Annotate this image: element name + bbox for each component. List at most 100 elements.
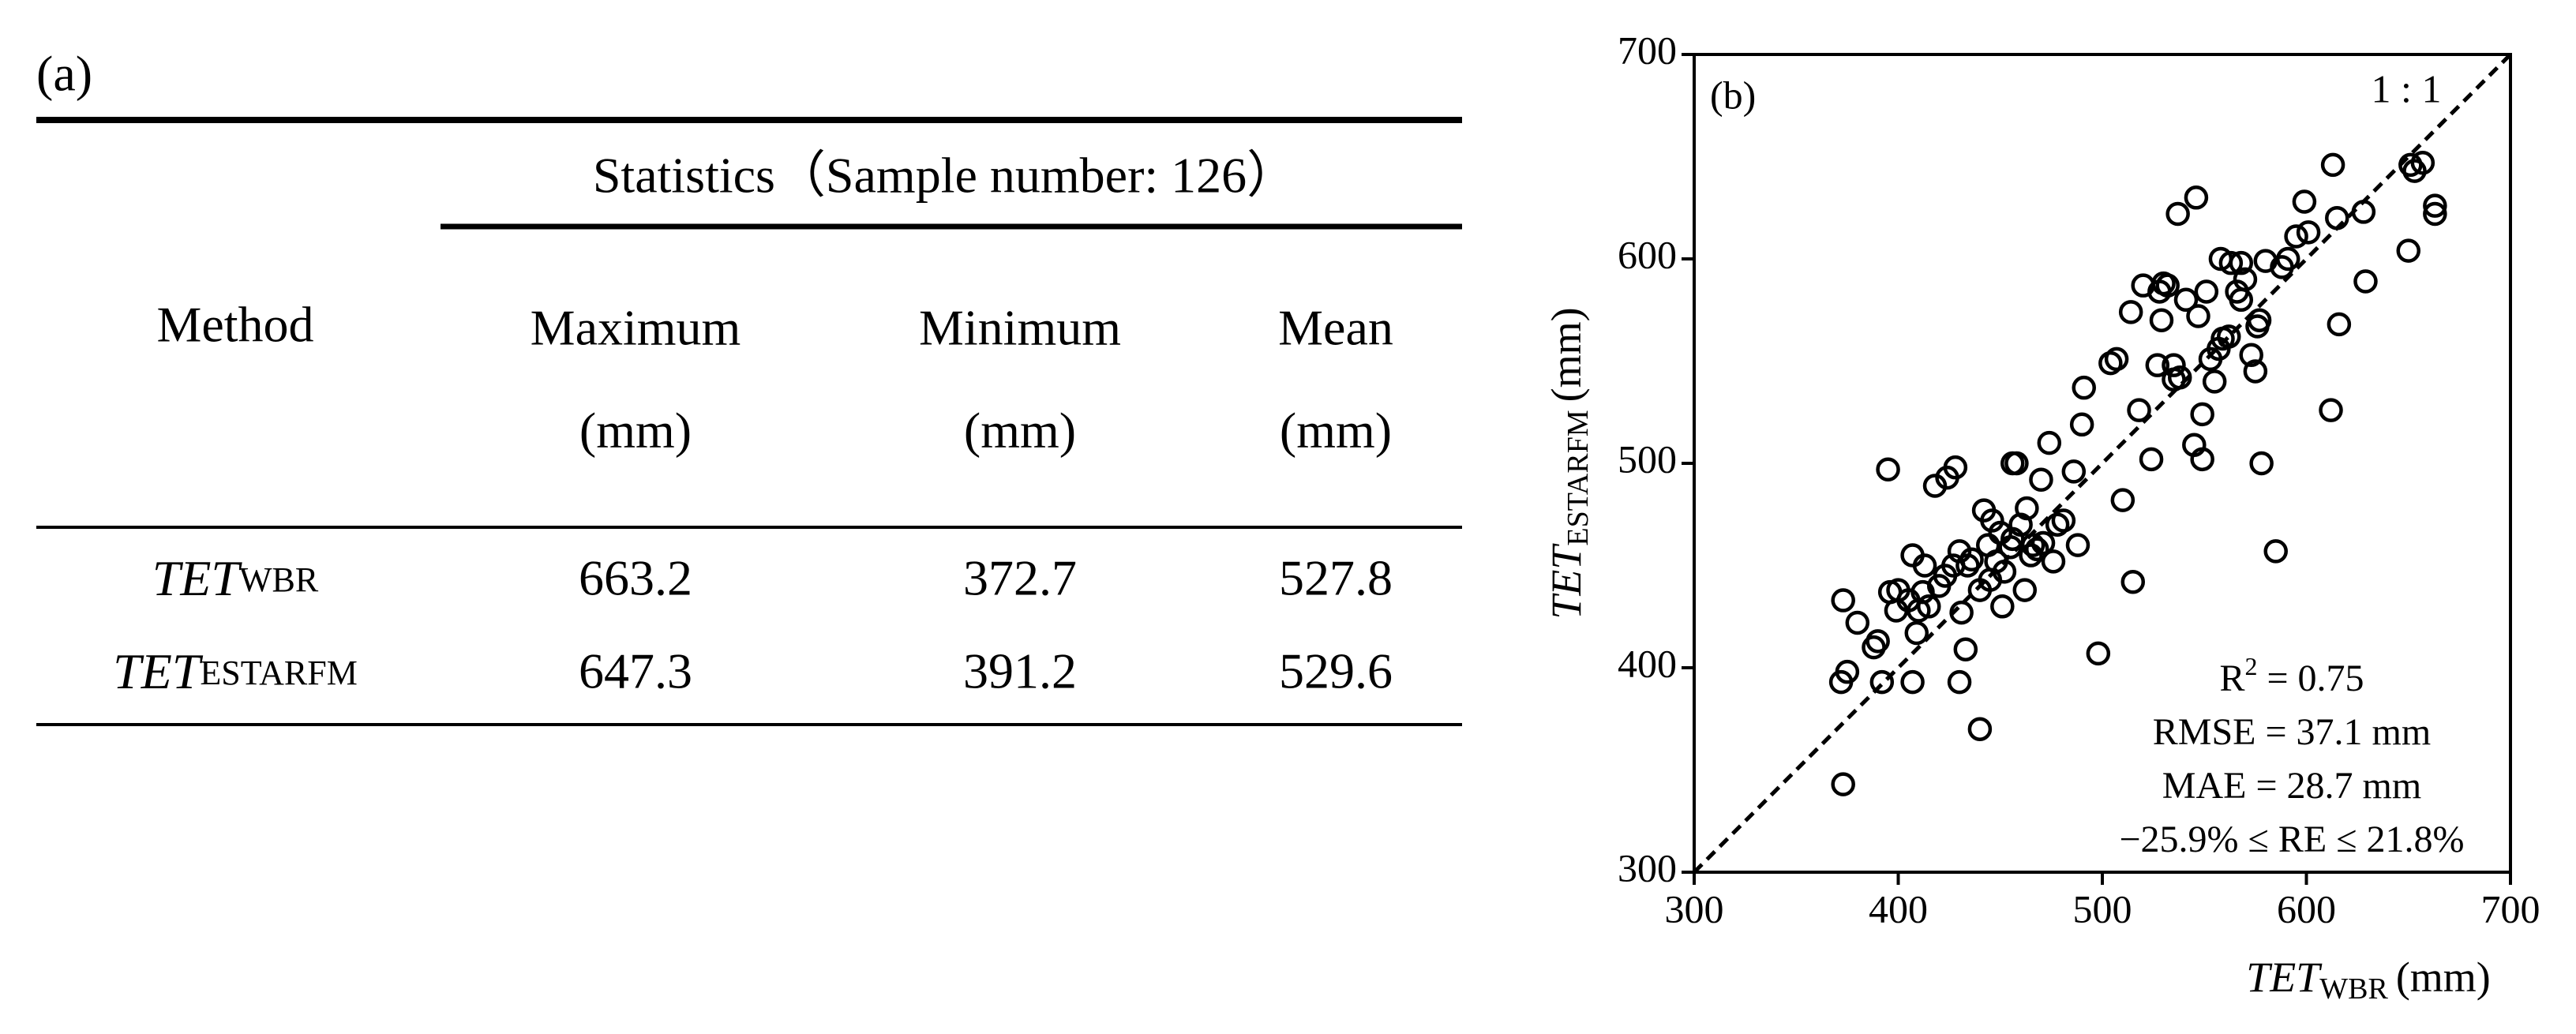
label-part: ESTARFM [200, 654, 357, 692]
scatter-point [2396, 238, 2420, 263]
x-tick-label: 700 [2481, 886, 2540, 931]
scatter-point [2423, 193, 2447, 218]
scatter-point [2327, 312, 2352, 337]
scatter-point [2184, 185, 2209, 210]
scatter-point [2069, 412, 2094, 437]
scatter-point [2025, 537, 2049, 562]
scatter-point [1900, 669, 1925, 695]
panel-label: (b) [1710, 73, 1756, 117]
scatter-point [2061, 459, 2087, 484]
annotation: R2 = 0.75 [2219, 652, 2364, 699]
scatter-point [1835, 659, 1860, 684]
scatter-point [2030, 530, 2056, 556]
scatter-point [2019, 543, 2043, 568]
scatter-point [2351, 200, 2376, 224]
scatter-point [2249, 451, 2274, 476]
table-panel: (a) Statistics（Sample number: 126） Metho… [36, 46, 1462, 726]
annotation-part: 2 [2244, 652, 2257, 680]
group-header: Statistics（Sample number: 126） [593, 148, 1297, 204]
scatter-point [2020, 533, 2045, 557]
y-tick-label: 400 [1618, 641, 1677, 685]
scatter-point [2065, 533, 2090, 557]
scatter-point [2029, 467, 2053, 492]
scatter-point [2155, 273, 2180, 298]
scatter-point [1959, 547, 1984, 571]
scatter-point [2012, 578, 2038, 602]
scatter-point [2118, 300, 2143, 324]
scatter-point [1980, 508, 2004, 533]
y-tick-label: 500 [1618, 436, 1677, 481]
scatter-point [2247, 308, 2272, 332]
scatter-point [2167, 365, 2192, 390]
scatter-point [2190, 402, 2214, 427]
annotation-part: MAE = 28.7 mm [2162, 765, 2421, 807]
column-header: Method [156, 297, 313, 353]
scatter-point [2402, 159, 2427, 183]
annotation-part: RMSE = 37.1 mm [2153, 711, 2431, 753]
scatter-point [1967, 717, 1993, 741]
scatter-point [1922, 474, 1948, 498]
scatter-point [1904, 620, 1929, 646]
scatter-point [2243, 359, 2268, 384]
scatter-point [2037, 430, 2062, 455]
scatter-point [2190, 447, 2214, 472]
scatter-point [2165, 201, 2190, 227]
scatter-point [2015, 496, 2039, 521]
table-cell: 391.2 [963, 643, 1077, 699]
scatter-point [2410, 151, 2435, 175]
x-axis-label: TETWBR (mm) [2246, 953, 2491, 1005]
y-tick-label: 300 [1618, 845, 1677, 890]
scatter-point [2284, 224, 2308, 249]
column-header: Minimum [919, 300, 1121, 356]
table-cell: 529.6 [1279, 643, 1393, 699]
scatter-point [2162, 353, 2186, 377]
table-cell: 527.8 [1279, 550, 1393, 606]
scatter-point [1831, 772, 1855, 796]
label-part: (mm) [1543, 307, 1590, 402]
scatter-point [2051, 508, 2076, 533]
label-part: TET [113, 643, 204, 699]
scatter-point [2423, 201, 2447, 227]
scatter-point [2186, 304, 2210, 328]
scatter-point [2149, 308, 2174, 332]
scatter-point [2041, 549, 2066, 574]
scatter-point [2173, 287, 2199, 313]
column-header: Mean [1278, 300, 1393, 356]
label-part: ESTARFM [1562, 410, 1595, 545]
x-tick-label: 300 [1665, 886, 1724, 931]
annotation: RMSE = 37.1 mm [2153, 711, 2431, 753]
scatter-point [1831, 588, 1855, 613]
scatter-point [1992, 560, 2017, 584]
scatter-point [2104, 347, 2129, 372]
column-header: (mm) [579, 403, 692, 459]
scatter-point [2145, 353, 2170, 377]
scatter-point [2139, 447, 2164, 472]
scatter-point [2239, 343, 2263, 367]
x-tick-label: 600 [2277, 886, 2336, 931]
label-part: (mm) [2396, 953, 2491, 1001]
annotation: −25.9% ≤ RE ≤ 21.8% [2119, 819, 2464, 860]
scatter-point [2004, 451, 2029, 476]
row-label: TETESTARFM [113, 643, 358, 699]
y-tick-label: 700 [1618, 28, 1677, 72]
scatter-point [1912, 553, 1937, 578]
annotation-part: = 0.75 [2257, 657, 2364, 699]
scatter-point [2110, 488, 2135, 512]
scatter-point [1943, 455, 1968, 480]
scatter-point [2086, 641, 2111, 666]
scatter-point [2353, 269, 2378, 294]
scatter-point [1876, 457, 1900, 482]
annotation-part: −25.9% ≤ RE ≤ 21.8% [2119, 819, 2464, 860]
scatter-point [2218, 250, 2244, 275]
scatter-point [2127, 398, 2151, 422]
label-part: TET [2246, 953, 2323, 1001]
row-label: TETWBR [152, 550, 319, 606]
scatter-point [2120, 569, 2146, 594]
chart-panel: (b) 1 : 1 TETWBR (mm) TETESTARFM(mm) [1543, 66, 2490, 1005]
scatter-point [2320, 152, 2345, 178]
label-part: TET [1543, 543, 1590, 620]
one-to-one-line [1693, 53, 2512, 874]
column-header: Maximum [531, 300, 741, 356]
